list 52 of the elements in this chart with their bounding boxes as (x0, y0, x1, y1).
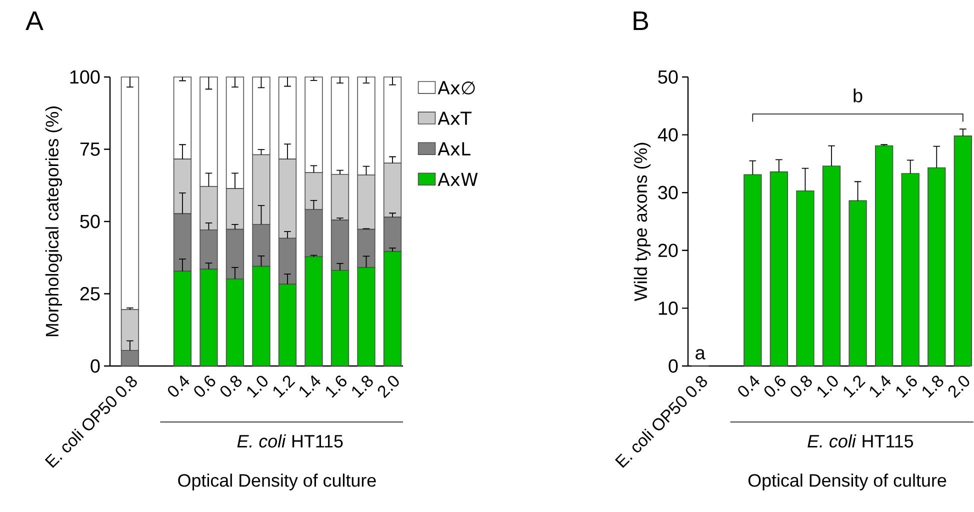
legend-label: Ax∅ (438, 81, 475, 94)
x-tick-label: 1.0 (817, 376, 838, 398)
chart-title: A (26, 11, 44, 30)
bar (744, 174, 762, 366)
text: E. coli HT115 (808, 434, 914, 448)
bar (822, 166, 841, 366)
x-tick-label: 0.6 (194, 376, 216, 397)
x-tick-label: 0.4 (738, 375, 760, 397)
legend-label: AxT (438, 112, 472, 125)
x-axis-title: Optical Density of culture (178, 474, 376, 490)
y-tick-label: 20 (658, 244, 678, 258)
y-axis-title: Morphological categories (%) (45, 106, 62, 336)
y-tick-label: 50 (80, 214, 100, 228)
x-tick-label: 1.4 (300, 375, 320, 398)
x-tick-label: 1.6 (896, 376, 917, 398)
annotation: b (854, 88, 862, 102)
y-tick-label: 50 (658, 70, 678, 84)
x-axis-title: Optical Density of culture (748, 474, 946, 490)
bar (796, 190, 814, 366)
x-tick-label: 1.8 (352, 376, 373, 398)
x-tick-label: 0.8 (220, 376, 242, 397)
chart-title: B (634, 11, 648, 30)
y-tick-label: 25 (80, 287, 100, 300)
x-tick-label: 1.8 (922, 376, 944, 398)
y-tick-label: 0 (90, 359, 100, 373)
y-tick-label: 10 (658, 302, 678, 315)
x-tick-label: 2.0 (378, 376, 399, 398)
y-tick-label: 0 (668, 359, 678, 373)
bar (875, 145, 894, 366)
x-tick-label: 0.8 (790, 376, 812, 397)
y-tick-label: 75 (80, 142, 100, 156)
bar (901, 173, 920, 366)
legend-label: AxW (438, 172, 478, 186)
annotation: a (696, 349, 706, 360)
bar (928, 167, 946, 366)
x-tick-label: 2.0 (948, 376, 970, 398)
y-axis-title: Wild type axons (%) (634, 142, 651, 302)
x-tick-label: 1.4 (870, 375, 891, 398)
bar (848, 200, 867, 366)
x-tick-label: 1.0 (247, 376, 268, 398)
legend-label: AxL (438, 142, 470, 156)
text: E. coli HT115 (237, 434, 343, 448)
x-tick-label: 0.6 (764, 376, 786, 397)
x-tick-label: 1.2 (844, 376, 866, 398)
x-tick-label: 1.2 (273, 376, 296, 398)
bar (770, 171, 788, 366)
x-tick-label: 1.6 (326, 376, 346, 398)
y-tick-label: 100 (70, 70, 100, 84)
y-tick-label: 40 (658, 128, 678, 142)
x-tick-label: 0.4 (168, 375, 190, 397)
y-tick-label: 30 (658, 186, 678, 200)
bar (954, 136, 972, 366)
